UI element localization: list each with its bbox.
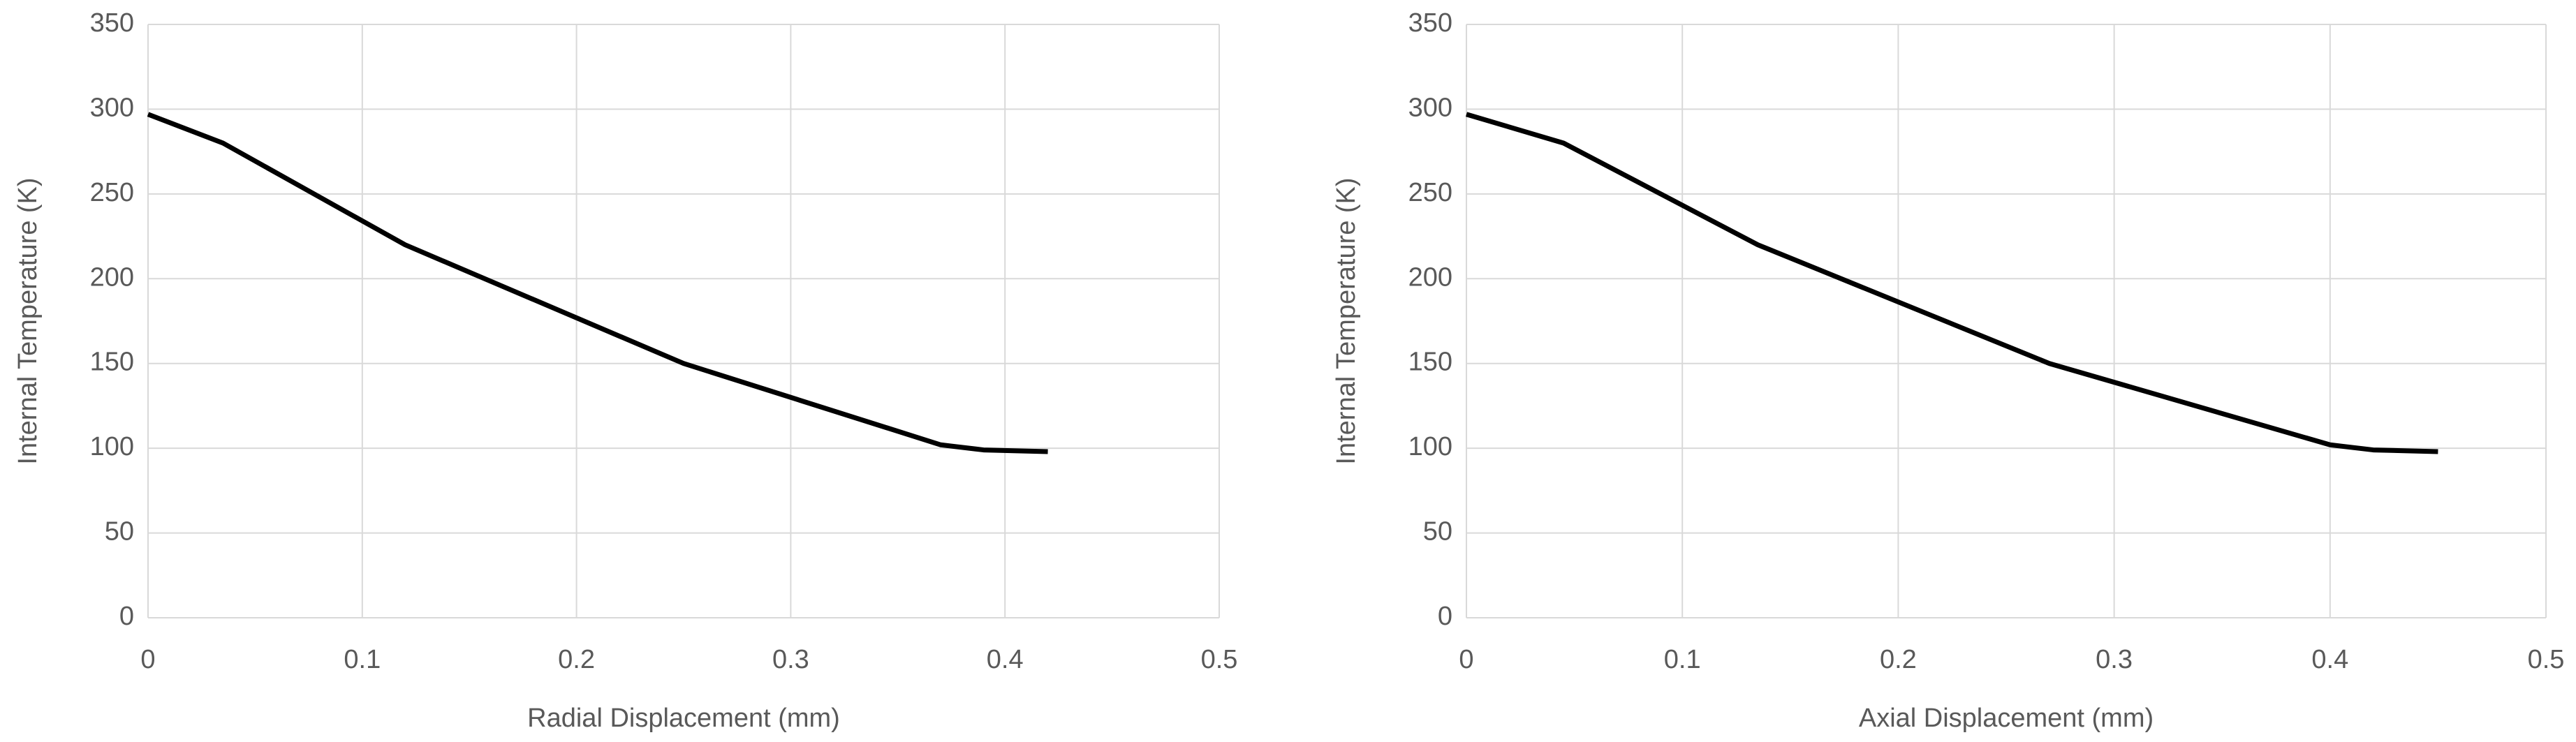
x-axis-label: Radial Displacement (mm) — [527, 704, 840, 733]
y-axis-label: Internal Temperature (K) — [1332, 177, 1361, 464]
data-line — [147, 112, 1048, 454]
y-tick-label: 50 — [1423, 517, 1452, 547]
y-tick-label: 0 — [119, 602, 134, 631]
y-tick-label: 200 — [90, 262, 134, 292]
x-tick-label: 0 — [140, 645, 155, 674]
x-tick-label: 0.3 — [772, 645, 809, 674]
x-tick-label: 0 — [1459, 645, 1473, 674]
y-axis-label: Internal Temperature (K) — [13, 177, 43, 464]
y-tick-label: 100 — [1408, 432, 1452, 461]
x-tick-label: 0.5 — [2528, 645, 2565, 674]
data-line — [1466, 112, 2438, 454]
y-tick-label: 0 — [1438, 602, 1452, 631]
y-tick-label: 300 — [90, 93, 134, 122]
y-tick-label: 100 — [90, 432, 134, 461]
y-tick-label: 50 — [105, 517, 134, 547]
y-tick-label: 250 — [90, 178, 134, 207]
x-tick-label: 0.4 — [2311, 645, 2348, 674]
x-axis-label: Axial Displacement (mm) — [1859, 704, 2154, 733]
y-tick-label: 350 — [90, 8, 134, 38]
y-tick-label: 150 — [1408, 348, 1452, 377]
x-tick-label: 0.3 — [2096, 645, 2133, 674]
x-tick-label: 0.2 — [558, 645, 595, 674]
y-tick-label: 200 — [1408, 262, 1452, 292]
x-tick-label: 0.1 — [1664, 645, 1701, 674]
x-tick-label: 0.4 — [987, 645, 1024, 674]
y-tick-label: 300 — [1408, 93, 1452, 122]
y-tick-label: 150 — [90, 348, 134, 377]
x-tick-label: 0.1 — [344, 645, 381, 674]
y-tick-label: 250 — [1408, 178, 1452, 207]
y-tick-label: 350 — [1408, 8, 1452, 38]
x-tick-label: 0.2 — [1880, 645, 1917, 674]
x-tick-label: 0.5 — [1201, 645, 1238, 674]
